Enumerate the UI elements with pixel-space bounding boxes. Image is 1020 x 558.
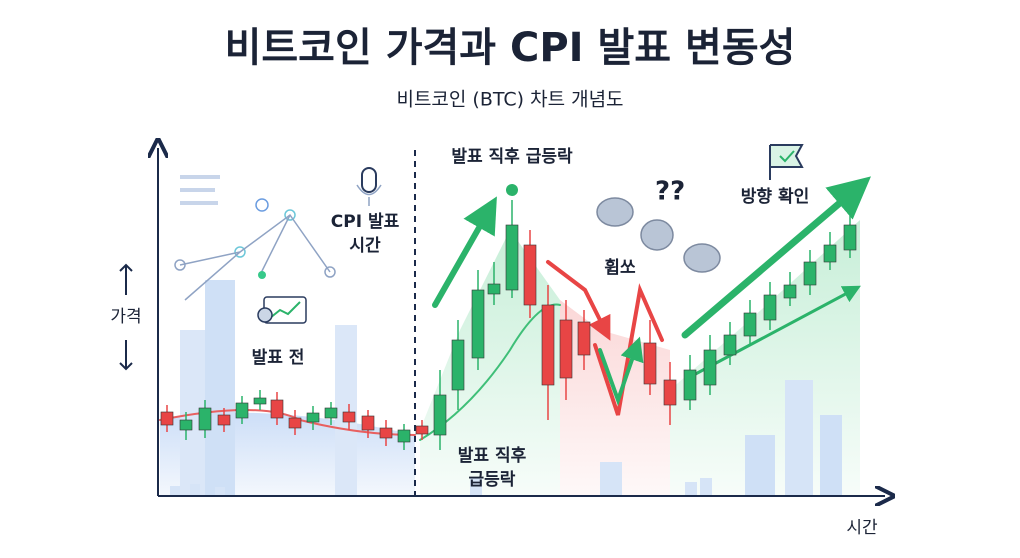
annotation: CPI 발표 (331, 212, 400, 232)
candle-body (523, 244, 537, 306)
candle-body (342, 411, 356, 423)
candle-body (783, 284, 797, 299)
annotation: 발표 전 (252, 348, 305, 368)
annotation: 시간 (349, 236, 381, 256)
y-axis-label: 가격 (110, 307, 141, 327)
candle-body (379, 427, 393, 439)
candle-body (288, 417, 302, 429)
candle-body (643, 342, 657, 385)
candle-body (843, 224, 857, 251)
candle-body (253, 397, 267, 405)
candle-body (306, 412, 320, 423)
annotation: 급등락 (469, 470, 516, 490)
candle-body (803, 261, 817, 286)
title: 비트코인 가격과 CPI 발표 변동성 (225, 25, 796, 71)
icons: ?? (174, 144, 804, 324)
candle-body (198, 407, 212, 431)
candle-body (505, 224, 519, 291)
candle-body (397, 429, 411, 443)
candle-body (577, 321, 591, 356)
candle-body (703, 349, 717, 386)
candles (160, 200, 857, 450)
candle-body (471, 289, 485, 359)
candle-body (361, 415, 375, 431)
candle-body (415, 425, 429, 435)
annotation: 발표 직후 급등락 (451, 146, 573, 167)
candle-body (433, 394, 447, 436)
candle-body (179, 419, 193, 431)
candle-body (541, 304, 555, 386)
candle-body (487, 283, 501, 295)
annotation: 방향 확인 (741, 186, 809, 207)
candle-body (823, 244, 837, 263)
candle-body (324, 407, 338, 419)
peak-dot (506, 184, 518, 196)
candle-body (763, 294, 777, 321)
candle-body (235, 402, 249, 419)
annotation: 발표 직후 (458, 445, 527, 466)
candle-body (723, 334, 737, 356)
annotation: 휩쏘 (604, 258, 636, 278)
candle-body (559, 319, 573, 379)
candle-body (743, 312, 757, 337)
candle-body (217, 414, 231, 426)
svg-text:??: ?? (655, 177, 685, 207)
candle-body (683, 369, 697, 401)
candle-body (160, 411, 174, 426)
x-axis-label: 시간 (846, 518, 878, 538)
candle-body (663, 379, 677, 406)
candle-body (451, 339, 465, 391)
subtitle: 비트코인 (BTC) 차트 개념도 (396, 89, 623, 111)
candle-body (270, 399, 284, 419)
axes (119, 148, 885, 496)
